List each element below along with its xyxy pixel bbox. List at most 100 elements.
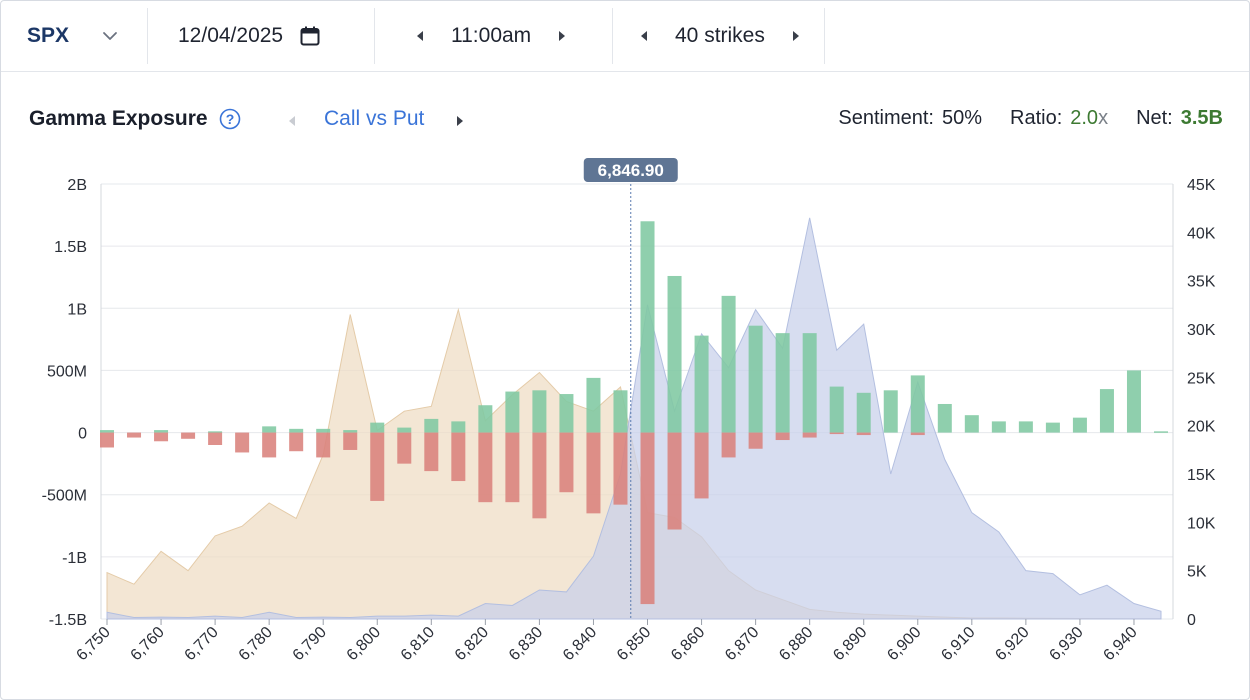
y-right-tick-label: 15K	[1187, 467, 1216, 484]
put-gamma-bar	[748, 432, 763, 449]
call-gamma-bar	[802, 333, 817, 433]
x-tick-label: 6,760	[128, 624, 168, 664]
chevron-down-icon	[103, 32, 117, 40]
call-gamma-bar	[370, 422, 385, 433]
call-gamma-bar	[586, 377, 601, 433]
put-gamma-bar	[910, 432, 925, 436]
put-gamma-bar	[532, 432, 547, 519]
view-next-button[interactable]	[449, 110, 471, 132]
call-gamma-bar	[964, 415, 979, 433]
time-selector: 11:00am	[375, 8, 613, 64]
strikes-selector: 40 strikes	[613, 8, 825, 64]
time-prev-button[interactable]	[409, 25, 431, 47]
call-gamma-bar	[883, 390, 898, 433]
put-gamma-bar	[343, 432, 358, 450]
y-right-tick-label: 20K	[1187, 419, 1216, 436]
call-gamma-bar	[1126, 370, 1141, 433]
put-gamma-bar	[640, 432, 655, 605]
view-prev-button[interactable]	[281, 110, 303, 132]
caret-right-icon	[792, 31, 799, 41]
date-picker[interactable]: 12/04/2025	[148, 8, 375, 64]
call-gamma-bar	[100, 430, 114, 433]
x-tick-label: 6,870	[722, 624, 762, 664]
call-gamma-bar	[262, 426, 277, 433]
sentiment-stat: Sentiment: 50%	[838, 107, 982, 129]
put-gamma-bar	[586, 432, 601, 514]
x-tick-label: 6,900	[884, 624, 924, 664]
gamma-chart: 2B 1.5B 1B 500M 0 -500M -1B -1.5B 45K 40K 35K 30K 25…	[42, 158, 1216, 664]
spot-price-badge	[583, 158, 678, 182]
put-gamma-bar	[424, 432, 439, 472]
x-tick-label: 6,930	[1046, 624, 1086, 664]
call-gamma-bar	[532, 390, 547, 433]
time-next-button[interactable]	[551, 25, 573, 47]
net-value: 3.5B	[1180, 107, 1223, 129]
put-gamma-bar	[667, 432, 682, 530]
x-tick-label: 6,820	[452, 624, 492, 664]
strikes-next-button[interactable]	[785, 25, 807, 47]
call-gamma-bar	[559, 394, 574, 433]
y-right-tick-label: 10K	[1187, 515, 1216, 532]
caret-right-icon	[559, 31, 566, 41]
caret-left-icon	[417, 31, 423, 41]
toolbar: SPX 12/04/2025 11:00am	[1, 1, 1249, 72]
spot-price-label: 6,846.90	[598, 161, 664, 180]
panel-header: Gamma Exposure ? Call vs Put Sentiment: 5…	[1, 101, 1249, 141]
symbol-selector[interactable]: SPX	[1, 8, 148, 64]
call-gamma-bar	[505, 391, 520, 433]
put-gamma-bar	[235, 432, 250, 453]
call-gamma-bar	[910, 375, 925, 433]
view-mode-label[interactable]: Call vs Put	[324, 107, 425, 130]
put-gamma-bar	[721, 432, 736, 458]
call-gamma-bar	[640, 221, 655, 433]
call-gamma-bar	[451, 421, 466, 433]
call-gamma-bar	[208, 431, 223, 433]
put-gamma-bar	[289, 432, 304, 452]
help-icon[interactable]: ?	[219, 108, 241, 130]
y-right-tick-label: 5K	[1187, 564, 1207, 581]
x-tick-label: 6,850	[614, 624, 654, 664]
put-gamma-bar	[505, 432, 520, 503]
x-tick-label: 6,830	[506, 624, 546, 664]
put-gamma-bar	[451, 432, 466, 482]
x-tick-label: 6,920	[992, 624, 1032, 664]
x-tick-label: 6,890	[830, 624, 870, 664]
put-gamma-bar	[856, 432, 871, 436]
y-right-tick-label: 25K	[1187, 370, 1216, 387]
call-gamma-bar	[1072, 417, 1087, 433]
x-tick-label: 6,860	[668, 624, 708, 664]
x-tick-label: 6,800	[344, 624, 384, 664]
x-tick-label: 6,780	[236, 624, 276, 664]
strikes-value: 40 strikes	[675, 24, 765, 47]
y-left-tick-label: 2B	[67, 177, 87, 194]
caret-left-icon	[641, 31, 647, 41]
y-left-tick-label: -1.5B	[49, 612, 87, 629]
calendar-icon[interactable]	[299, 25, 321, 47]
call-gamma-bar	[343, 430, 358, 433]
y-left-tick-label: 500M	[47, 363, 87, 380]
y-right-tick-label: 35K	[1187, 274, 1216, 291]
put-gamma-bar	[316, 432, 331, 458]
strikes-prev-button[interactable]	[633, 25, 655, 47]
y-left-tick-label: 1B	[67, 301, 87, 318]
y-right-tick-label: 40K	[1187, 225, 1216, 242]
summary-stats: Sentiment: 50% Ratio: 2.0x Net: 3.5B	[810, 107, 1223, 130]
call-gamma-bar	[316, 428, 331, 433]
call-gamma-bar	[1154, 431, 1168, 433]
put-gamma-bar	[127, 432, 142, 438]
put-gamma-bar	[154, 432, 169, 442]
call-gamma-bar	[775, 333, 790, 433]
x-tick-label: 6,790	[290, 624, 330, 664]
ratio-stat: Ratio: 2.0x	[1010, 107, 1109, 129]
y-left-tick-label: 0	[78, 426, 87, 443]
put-gamma-bar	[802, 432, 817, 438]
svg-text:?: ?	[226, 111, 235, 127]
panel-title: Gamma Exposure	[29, 107, 208, 130]
put-gamma-bar	[208, 432, 223, 445]
symbol-label: SPX	[27, 24, 70, 47]
put-gamma-bar	[370, 432, 385, 501]
caret-right-icon	[457, 116, 463, 126]
call-gamma-bar	[1099, 389, 1114, 433]
y-left-tick-label: -500M	[42, 488, 87, 505]
